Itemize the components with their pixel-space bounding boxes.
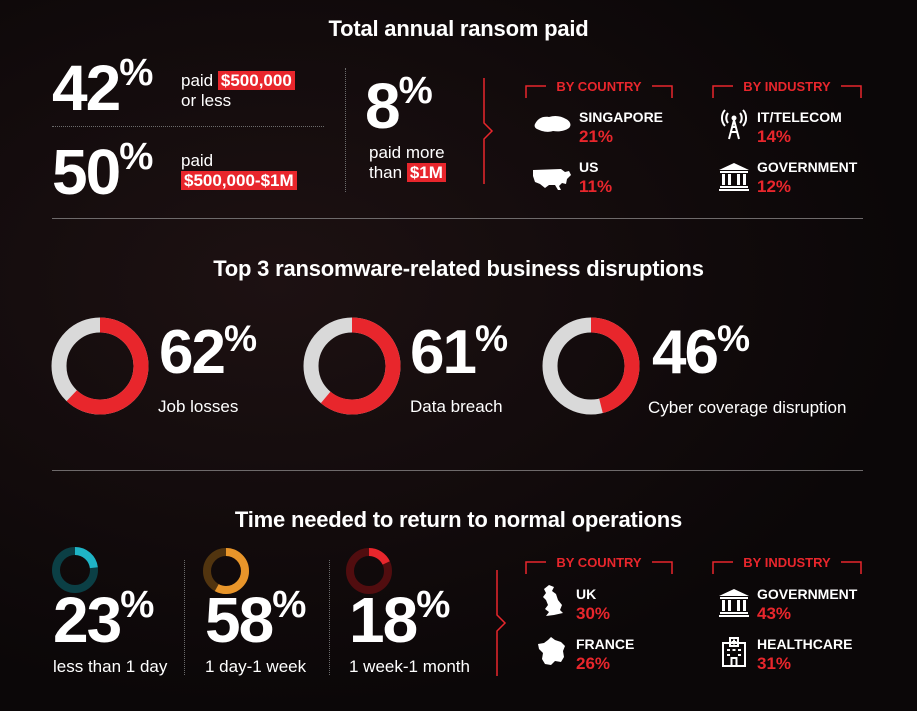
industry-name: GOVERNMENT [757, 586, 858, 602]
stat-42: 42% [52, 51, 154, 124]
country-value: 30% [576, 604, 611, 623]
recovery-value: 18% [349, 583, 451, 656]
disruption-label: Data breach [410, 397, 503, 416]
by-country-label: BY COUNTRY [556, 555, 642, 570]
by-industry-label: BY INDUSTRY [743, 555, 831, 570]
recovery-label: 1 week-1 month [349, 657, 470, 676]
section3-title: Time needed to return to normal operatio… [234, 507, 683, 532]
disruption-label: Cyber coverage disruption [648, 398, 847, 417]
divider [329, 560, 330, 675]
recovery-label: 1 day-1 week [205, 657, 307, 676]
singapore-map-icon [534, 115, 571, 132]
disruption-value: 62% [159, 317, 258, 387]
government-building-icon [719, 163, 749, 191]
recovery-value: 23% [53, 583, 155, 656]
divider [184, 560, 185, 675]
country-name: UK [576, 586, 597, 602]
industry-value: 12% [757, 177, 792, 196]
by-country-label: BY COUNTRY [556, 79, 642, 94]
stat-8-label: paid more than $1M [369, 143, 446, 182]
country-value: 26% [576, 654, 611, 673]
industry-name: IT/TELECOM [757, 109, 842, 125]
stat-50: 50% [52, 135, 154, 208]
recovery-value: 58% [205, 583, 307, 656]
section1-title: Total annual ransom paid [328, 16, 589, 41]
france-map-icon [538, 637, 565, 665]
by-industry-label: BY INDUSTRY [743, 79, 831, 94]
section-divider [52, 470, 863, 471]
divider [345, 68, 346, 192]
disruption-value: 61% [410, 317, 509, 387]
stat-50-label: paid $500,000-$1M [181, 151, 297, 191]
uk-map-icon [543, 585, 563, 616]
industry-value: 14% [757, 127, 792, 146]
us-map-icon [533, 169, 571, 190]
industry-name: HEALTHCARE [757, 636, 853, 652]
hospital-icon [722, 637, 746, 667]
country-name: US [579, 159, 599, 175]
country-name: SINGAPORE [579, 109, 664, 125]
section2-title: Top 3 ransomware-related business disrup… [213, 256, 704, 281]
stat-8: 8% [365, 69, 433, 142]
government-building-icon [719, 589, 749, 617]
industry-name: GOVERNMENT [757, 159, 858, 175]
recovery-label: less than 1 day [53, 657, 168, 676]
country-value: 21% [579, 127, 614, 146]
disruption-value: 46% [652, 317, 751, 387]
industry-value: 31% [757, 654, 792, 673]
telecom-tower-icon [721, 109, 747, 140]
country-name: FRANCE [576, 636, 635, 652]
section-divider [52, 218, 863, 219]
divider [52, 126, 324, 127]
stat-42-label: paid $500,000 or less [181, 71, 295, 111]
country-value: 11% [579, 177, 613, 196]
industry-value: 43% [757, 604, 792, 623]
disruption-label: Job losses [158, 397, 239, 416]
